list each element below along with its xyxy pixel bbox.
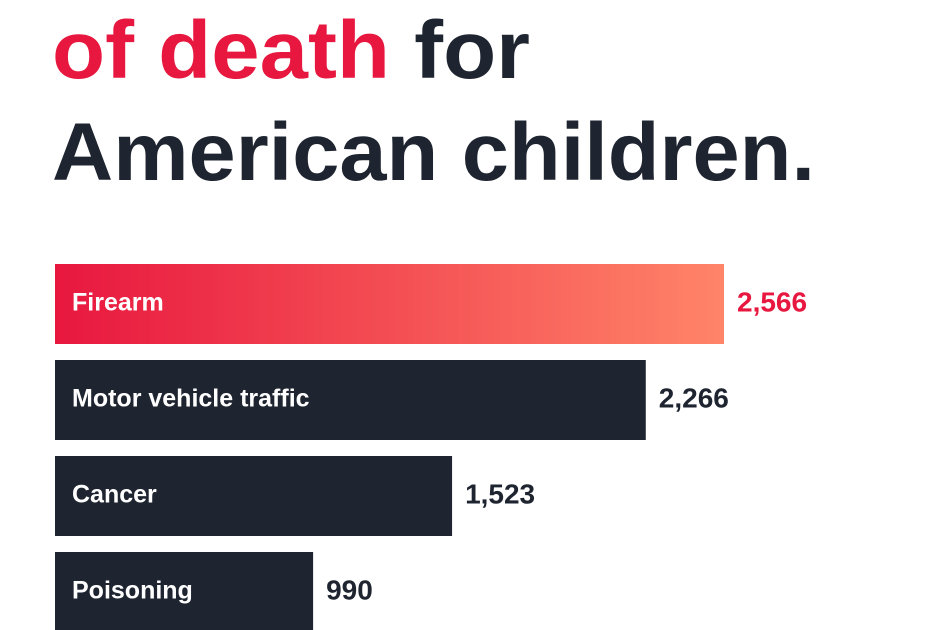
category-label: Firearm (72, 289, 164, 317)
category-label: Motor vehicle traffic (72, 385, 310, 413)
category-label: Cancer (72, 481, 157, 509)
value-label: 990 (326, 574, 373, 605)
category-label: Poisoning (72, 577, 193, 605)
chart-title: American children. (52, 107, 815, 198)
chart-title: of death for (52, 5, 530, 96)
bar (55, 264, 724, 344)
bar (55, 456, 453, 536)
value-label: 2,566 (737, 286, 807, 317)
bar (55, 360, 646, 440)
bar (55, 552, 314, 630)
value-label: 1,523 (465, 478, 535, 509)
title-part: of death (52, 5, 390, 96)
title-part: for (414, 5, 530, 96)
value-label: 2,266 (659, 382, 729, 413)
title-part: American children. (52, 107, 815, 198)
